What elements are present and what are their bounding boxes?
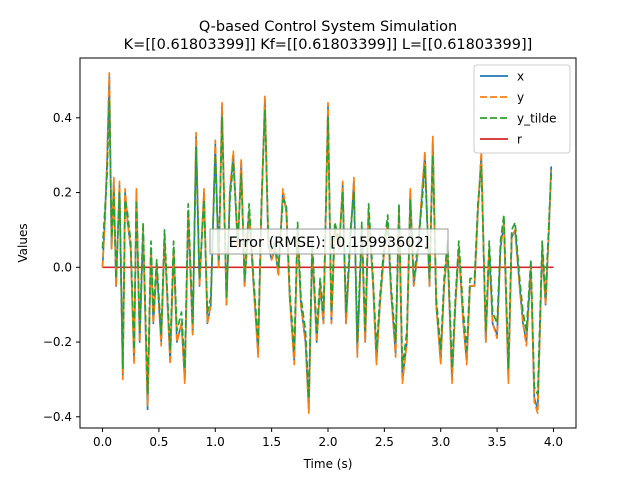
x-tick-label: 1.5 (262, 435, 281, 449)
legend-label: y (517, 91, 524, 105)
x-tick-label: 2.0 (318, 435, 337, 449)
x-axis-ticks: 0.0 0.5 1.0 1.5 2.0 2.5 3.0 3.5 4.0 (93, 428, 563, 449)
y-tick-label: −0.4 (43, 410, 72, 424)
x-axis-label: Time (s) (303, 457, 353, 471)
legend-label: y_tilde (517, 112, 556, 126)
x-tick-label: 0.5 (149, 435, 168, 449)
series-layer (101, 72, 554, 414)
annotation-box (209, 228, 449, 255)
legend-label: r (517, 133, 522, 147)
x-tick-label: 3.0 (431, 435, 450, 449)
annotation-text: Error (RMSE): [0.15993602] (229, 235, 430, 251)
y-axis-ticks: −0.4 −0.2 0.0 0.2 0.4 (43, 111, 80, 424)
chart-subtitle: K=[[0.61803399]] Kf=[[0.61803399]] L=[[0… (124, 37, 533, 53)
y-tick-label: −0.2 (43, 335, 72, 349)
x-tick-label: 1.0 (206, 435, 225, 449)
legend-label: x (517, 70, 524, 84)
chart-title: Q-based Control System Simulation (199, 19, 457, 35)
x-tick-label: 2.5 (375, 435, 394, 449)
rmse-annotation: Error (RMSE): [0.15993602] (209, 228, 449, 255)
y-axis-label: Values (16, 223, 30, 262)
x-tick-label: 3.5 (488, 435, 507, 449)
series-line-y-tilde (101, 98, 553, 399)
y-tick-label: 0.4 (53, 111, 72, 125)
legend-box (473, 64, 571, 154)
y-tick-label: 0.2 (53, 186, 72, 200)
y-tick-label: 0.0 (53, 260, 72, 274)
x-tick-label: 0.0 (93, 435, 112, 449)
plot-area (79, 57, 577, 429)
x-tick-label: 4.0 (544, 435, 563, 449)
